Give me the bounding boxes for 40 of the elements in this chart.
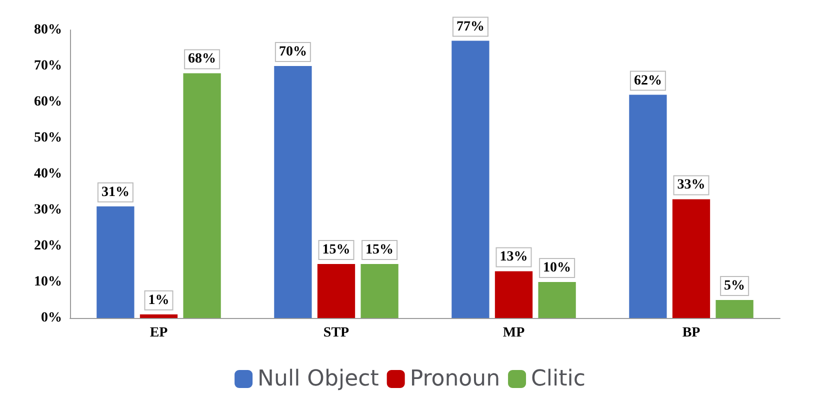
bar xyxy=(183,73,221,318)
data-label: 31% xyxy=(101,184,130,200)
y-tick-label: 20% xyxy=(34,238,62,254)
y-tick-label: 80% xyxy=(34,22,62,38)
data-label: 33% xyxy=(677,178,706,193)
data-label: 77% xyxy=(456,19,484,34)
y-tick-label: 70% xyxy=(34,58,62,74)
y-tick-label: 60% xyxy=(34,94,62,110)
bar xyxy=(672,199,710,318)
y-tick-label: 10% xyxy=(34,274,62,290)
bar xyxy=(538,282,576,318)
bar xyxy=(274,66,312,318)
data-label: 5% xyxy=(724,278,746,294)
bar xyxy=(317,264,356,318)
bar xyxy=(716,300,754,318)
y-tick-label: 30% xyxy=(34,202,62,218)
legend-label: Pronoun xyxy=(410,366,500,392)
x-tick-label: STP xyxy=(323,326,350,340)
data-label: 13% xyxy=(500,250,528,265)
data-label: 68% xyxy=(188,52,216,67)
x-tick-label: BP xyxy=(682,326,701,340)
bar xyxy=(96,206,134,318)
bar xyxy=(452,40,490,318)
y-tick-label: 40% xyxy=(34,166,62,182)
data-label: 70% xyxy=(278,44,307,60)
y-tick-label: 0% xyxy=(41,310,62,326)
y-tick-label: 50% xyxy=(34,130,62,146)
x-tick-label: EP xyxy=(150,326,168,340)
bar xyxy=(140,314,178,318)
data-label: 1% xyxy=(148,292,170,308)
data-label: 15% xyxy=(322,242,350,258)
x-tick-label: MP xyxy=(502,326,526,340)
legend-label: Null Object xyxy=(258,366,380,392)
legend-label: Clitic xyxy=(531,366,586,392)
data-label: 10% xyxy=(543,260,572,276)
bar xyxy=(494,271,533,318)
data-label: 15% xyxy=(366,242,394,258)
bar xyxy=(360,264,398,318)
bar xyxy=(629,94,667,318)
data-label: 62% xyxy=(634,73,662,88)
